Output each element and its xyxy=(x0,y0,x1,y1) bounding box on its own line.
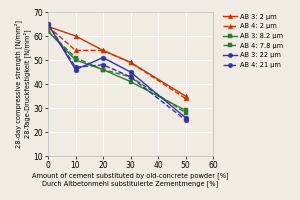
Line: AB 4: 7.8 μm: AB 4: 7.8 μm xyxy=(46,29,188,115)
AB 3: 8.2 μm: (0, 62): 8.2 μm: (0, 62) xyxy=(46,30,50,32)
AB 3: 22 μm: (20, 51): 22 μm: (20, 51) xyxy=(101,56,105,59)
Y-axis label: 28-day compressive strength [N/mm²]
28-Tage-Druckfestigkeit [N/mm²]: 28-day compressive strength [N/mm²] 28-T… xyxy=(14,20,31,148)
AB 4: 7.8 μm: (0, 62): 7.8 μm: (0, 62) xyxy=(46,30,50,32)
AB 3: 2 μm: (0, 64): 2 μm: (0, 64) xyxy=(46,25,50,28)
AB 4: 21 μm: (10, 47): 21 μm: (10, 47) xyxy=(74,66,77,68)
AB 3: 22 μm: (0, 65): 22 μm: (0, 65) xyxy=(46,23,50,25)
AB 3: 8.2 μm: (20, 46): 8.2 μm: (20, 46) xyxy=(101,68,105,71)
Legend: AB 3: 2 μm, AB 4: 2 μm, AB 3: 8.2 μm, AB 4: 7.8 μm, AB 3: 22 μm, AB 4: 21 μm: AB 3: 2 μm, AB 4: 2 μm, AB 3: 8.2 μm, AB… xyxy=(221,12,284,69)
AB 4: 7.8 μm: (30, 43): 7.8 μm: (30, 43) xyxy=(129,76,132,78)
AB 3: 2 μm: (10, 60): 2 μm: (10, 60) xyxy=(74,35,77,37)
AB 3: 8.2 μm: (30, 41): 8.2 μm: (30, 41) xyxy=(129,80,132,83)
AB 4: 2 μm: (0, 64): 2 μm: (0, 64) xyxy=(46,25,50,28)
AB 4: 21 μm: (50, 25): 21 μm: (50, 25) xyxy=(184,119,187,121)
AB 3: 2 μm: (30, 49): 2 μm: (30, 49) xyxy=(129,61,132,64)
AB 3: 2 μm: (50, 35): 2 μm: (50, 35) xyxy=(184,95,187,97)
X-axis label: Amount of cement substituted by old-concrete powder [%]
Durch Altbetonmehl subst: Amount of cement substituted by old-conc… xyxy=(32,173,229,187)
Line: AB 3: 8.2 μm: AB 3: 8.2 μm xyxy=(46,29,188,113)
AB 4: 21 μm: (20, 48): 21 μm: (20, 48) xyxy=(101,64,105,66)
AB 4: 2 μm: (10, 54): 2 μm: (10, 54) xyxy=(74,49,77,52)
AB 4: 2 μm: (50, 34): 2 μm: (50, 34) xyxy=(184,97,187,100)
AB 3: 22 μm: (10, 46): 22 μm: (10, 46) xyxy=(74,68,77,71)
Line: AB 4: 2 μm: AB 4: 2 μm xyxy=(46,24,188,101)
AB 4: 21 μm: (0, 65): 21 μm: (0, 65) xyxy=(46,23,50,25)
AB 4: 2 μm: (30, 49): 2 μm: (30, 49) xyxy=(129,61,132,64)
Line: AB 4: 21 μm: AB 4: 21 μm xyxy=(46,22,188,122)
AB 3: 22 μm: (50, 26): 22 μm: (50, 26) xyxy=(184,116,187,119)
Line: AB 3: 22 μm: AB 3: 22 μm xyxy=(46,22,188,120)
AB 4: 7.8 μm: (20, 46): 7.8 μm: (20, 46) xyxy=(101,68,105,71)
AB 3: 8.2 μm: (50, 29): 8.2 μm: (50, 29) xyxy=(184,109,187,112)
AB 4: 7.8 μm: (10, 51): 7.8 μm: (10, 51) xyxy=(74,56,77,59)
AB 4: 21 μm: (30, 43): 21 μm: (30, 43) xyxy=(129,76,132,78)
AB 3: 8.2 μm: (10, 50): 8.2 μm: (10, 50) xyxy=(74,59,77,61)
AB 3: 22 μm: (30, 45): 22 μm: (30, 45) xyxy=(129,71,132,73)
AB 4: 7.8 μm: (50, 28): 7.8 μm: (50, 28) xyxy=(184,112,187,114)
AB 4: 2 μm: (20, 54): 2 μm: (20, 54) xyxy=(101,49,105,52)
Line: AB 3: 2 μm: AB 3: 2 μm xyxy=(46,24,188,98)
AB 3: 2 μm: (20, 54): 2 μm: (20, 54) xyxy=(101,49,105,52)
